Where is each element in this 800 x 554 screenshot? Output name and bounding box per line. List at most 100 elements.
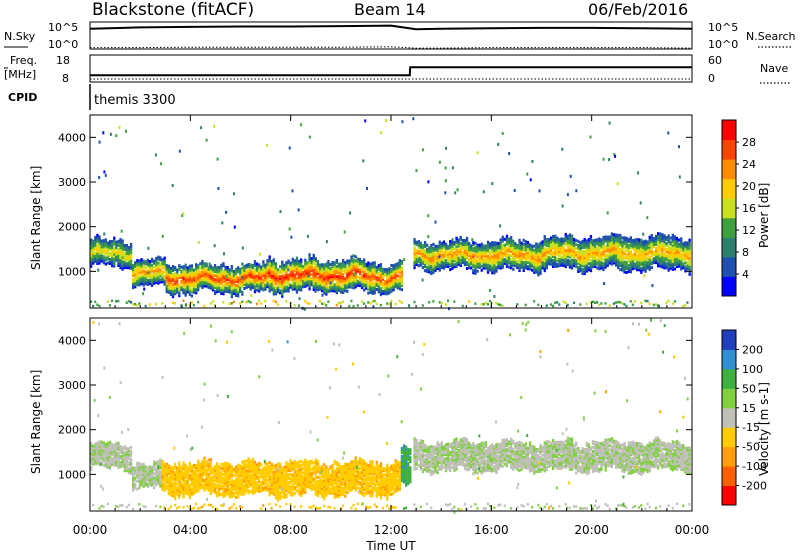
heatmap-cell	[167, 268, 170, 272]
heatmap-cell	[224, 289, 227, 293]
heatmap-cell	[604, 265, 607, 269]
heatmap-cell	[352, 266, 355, 270]
heatmap-cell	[144, 282, 147, 286]
heatmap-cell	[434, 256, 437, 260]
heatmap-cell	[239, 279, 242, 283]
heatmap-cell	[102, 457, 105, 461]
heatmap-cell	[461, 261, 464, 265]
heatmap-cell	[589, 255, 593, 259]
heatmap-cell	[678, 242, 681, 246]
heatmap-cell	[531, 248, 534, 252]
heatmap-cell	[96, 235, 99, 239]
heatmap-cell	[518, 238, 521, 242]
heatmap-cell	[205, 484, 208, 488]
heatmap-cell	[608, 237, 611, 241]
heatmap-cell	[161, 469, 164, 473]
heatmap-cell	[106, 453, 110, 457]
heatmap-cell	[493, 253, 496, 257]
heatmap-cell	[346, 289, 349, 293]
heatmap-cell	[289, 263, 292, 267]
heatmap-cell	[304, 282, 307, 286]
heatmap-cell	[413, 238, 416, 242]
heatmap-cell	[381, 277, 385, 281]
heatmap-cell	[408, 304, 411, 308]
heatmap-cell	[129, 461, 133, 465]
heatmap-cell	[518, 240, 521, 244]
heatmap-cell	[526, 253, 530, 257]
heatmap-cell	[583, 258, 586, 261]
heatmap-cell	[163, 462, 166, 466]
heatmap-cell	[480, 256, 483, 260]
heatmap-cell	[142, 279, 145, 283]
heatmap-cell	[562, 255, 565, 259]
heatmap-cell	[369, 302, 372, 305]
heatmap-cell	[234, 290, 238, 293]
heatmap-cell	[384, 272, 387, 276]
heatmap-cell	[560, 239, 563, 243]
heatmap-cell	[484, 262, 488, 266]
heatmap-cell	[106, 447, 110, 451]
heatmap-cell	[102, 251, 105, 255]
heatmap-cell	[547, 238, 551, 242]
heatmap-cell	[684, 265, 687, 269]
heatmap-cell	[174, 467, 177, 470]
heatmap-cell	[543, 261, 546, 265]
heatmap-cell	[558, 250, 561, 253]
heatmap-cell	[426, 243, 429, 247]
heatmap-cell	[369, 290, 372, 294]
heatmap-cell	[577, 245, 580, 249]
heatmap-cell	[615, 233, 618, 237]
heatmap-cell	[543, 269, 546, 273]
heatmap-cell	[583, 260, 586, 263]
heatmap-cell	[312, 255, 315, 259]
heatmap-cell	[436, 248, 439, 252]
heatmap-cell	[453, 257, 456, 261]
heatmap-cell	[354, 259, 357, 263]
heatmap-cell	[541, 264, 544, 268]
heatmap-cell	[680, 261, 683, 265]
heatmap-cell	[104, 462, 107, 466]
heatmap-cell	[155, 265, 158, 268]
heatmap-cell	[100, 462, 103, 466]
heatmap-cell	[680, 267, 683, 271]
heatmap-cell	[608, 257, 611, 261]
heatmap-cell	[176, 270, 179, 274]
heatmap-cell	[143, 287, 146, 291]
heatmap-cell	[650, 244, 653, 247]
heatmap-cell	[615, 249, 618, 253]
heatmap-cell	[426, 249, 429, 253]
heatmap-cell	[92, 460, 95, 464]
heatmap-cell	[671, 253, 674, 257]
heatmap-cell	[108, 466, 112, 470]
heatmap-cell	[388, 269, 391, 273]
heatmap-cell	[140, 264, 143, 268]
heatmap-cell	[570, 258, 574, 262]
heatmap-cell	[192, 290, 196, 294]
heatmap-cell	[417, 240, 420, 244]
heatmap-cell	[377, 266, 380, 270]
heatmap-cell	[117, 264, 120, 267]
heatmap-cell	[522, 252, 525, 256]
heatmap-cell	[125, 244, 128, 247]
heatmap-cell	[268, 263, 271, 267]
heatmap-cell	[106, 255, 110, 259]
heatmap-cell	[321, 265, 324, 269]
heatmap-cell	[325, 274, 328, 278]
heatmap-cell	[113, 262, 116, 266]
heatmap-cell	[539, 245, 542, 249]
heatmap-cell	[608, 121, 611, 125]
heatmap-cell	[348, 263, 351, 267]
heatmap-cell	[581, 258, 584, 261]
heatmap-cell	[211, 266, 215, 270]
heatmap-cell	[176, 276, 179, 280]
heatmap-cell	[190, 479, 194, 483]
heatmap-cell	[373, 287, 376, 291]
heatmap-cell	[144, 270, 147, 274]
heatmap-cell	[390, 269, 393, 273]
heatmap-cell	[300, 282, 303, 286]
heatmap-cell	[98, 140, 101, 144]
heatmap-cell	[169, 465, 173, 469]
heatmap-cell	[577, 268, 580, 271]
heatmap-cell	[543, 237, 546, 241]
heatmap-cell	[209, 286, 212, 290]
